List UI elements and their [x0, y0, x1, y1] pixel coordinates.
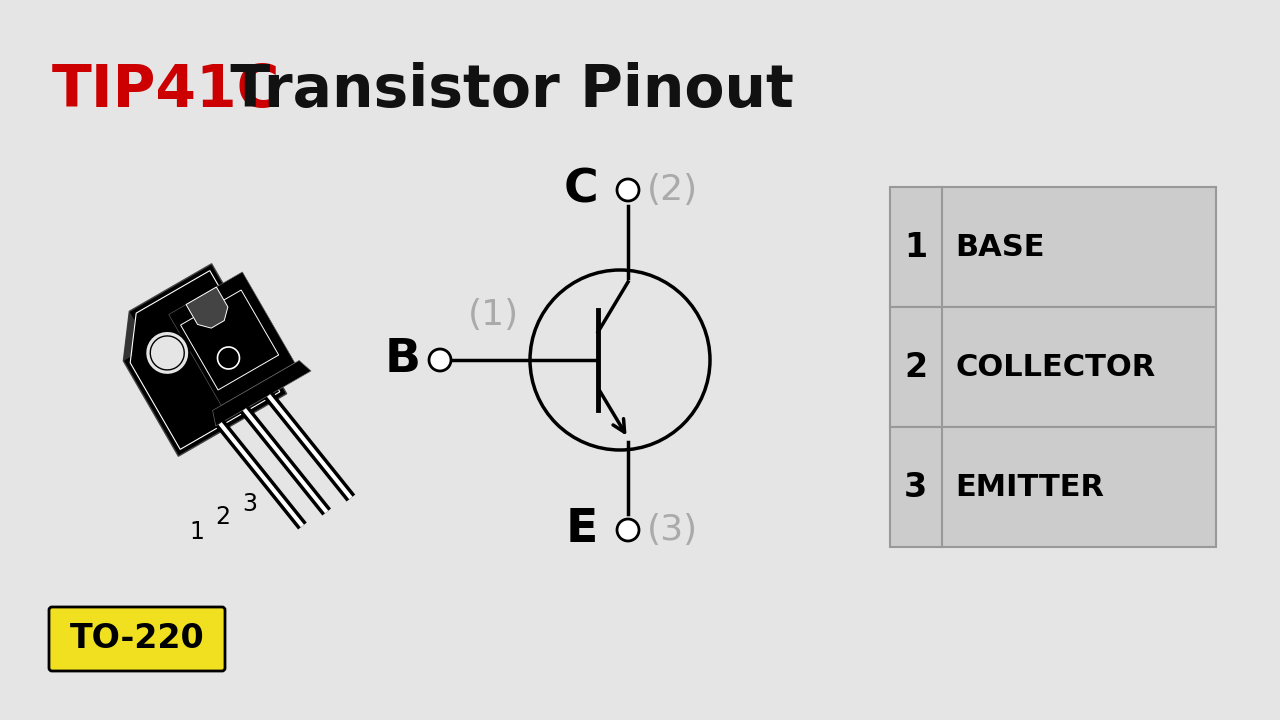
Text: (3): (3) — [646, 513, 698, 547]
Text: (1): (1) — [468, 298, 520, 332]
Text: EMITTER: EMITTER — [956, 473, 1105, 502]
Text: C: C — [563, 168, 598, 212]
Text: Transistor Pinout: Transistor Pinout — [210, 62, 794, 119]
Text: 3: 3 — [904, 471, 927, 504]
Text: 1: 1 — [189, 520, 205, 544]
Polygon shape — [169, 272, 294, 405]
Polygon shape — [212, 361, 311, 426]
Ellipse shape — [145, 331, 189, 375]
FancyBboxPatch shape — [890, 307, 1216, 427]
Text: 2: 2 — [215, 505, 230, 529]
FancyBboxPatch shape — [49, 607, 225, 671]
Text: 3: 3 — [242, 492, 257, 516]
Text: COLLECTOR: COLLECTOR — [956, 353, 1156, 382]
Circle shape — [617, 179, 639, 201]
Circle shape — [429, 349, 451, 371]
Text: BASE: BASE — [956, 233, 1044, 261]
Text: B: B — [385, 338, 421, 382]
Text: TO-220: TO-220 — [69, 623, 205, 655]
Text: TIP41C: TIP41C — [52, 62, 280, 119]
Polygon shape — [123, 311, 134, 361]
Polygon shape — [123, 264, 287, 456]
Polygon shape — [186, 287, 228, 328]
Text: E: E — [566, 508, 598, 552]
Text: 2: 2 — [904, 351, 927, 384]
FancyBboxPatch shape — [890, 427, 1216, 547]
Text: (2): (2) — [646, 173, 698, 207]
FancyBboxPatch shape — [890, 187, 1216, 307]
Circle shape — [617, 519, 639, 541]
Text: 1: 1 — [904, 230, 927, 264]
